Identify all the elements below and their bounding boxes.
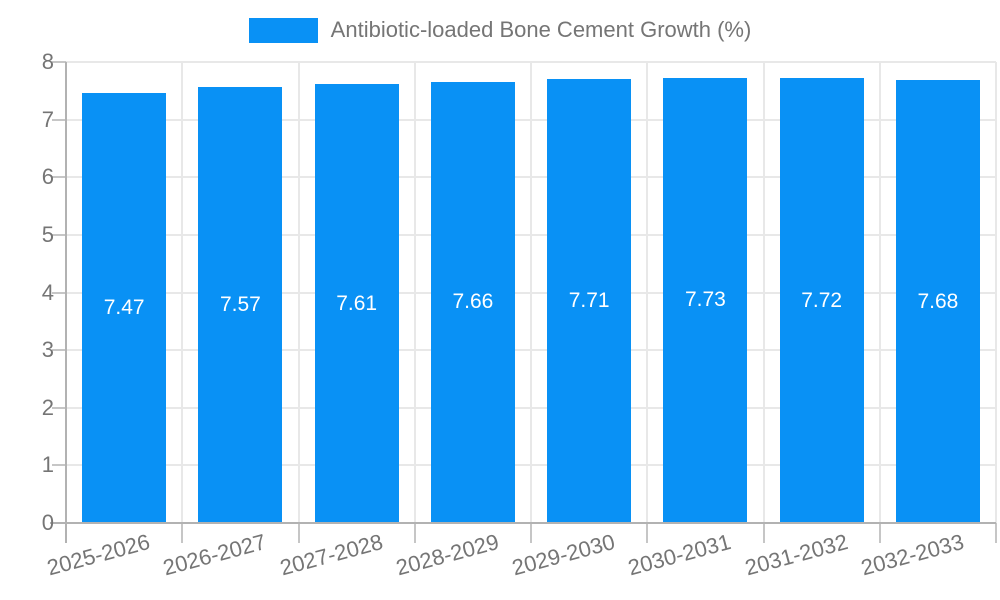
legend-label: Antibiotic-loaded Bone Cement Growth (%) [330,17,752,42]
y-axis-label: 2 [41,394,54,420]
bar-value-label: 7.73 [684,288,726,312]
y-axis-label: 0 [41,510,54,535]
gridline-vertical [181,62,184,523]
y-axis-label: 7 [41,106,54,132]
x-axis-line [50,522,996,524]
gridline-vertical [762,62,765,523]
bar[interactable] [895,80,980,523]
x-axis-tick [878,523,881,543]
bar[interactable] [663,77,748,523]
gridline-vertical [530,62,532,523]
y-axis-label: 3 [41,337,54,363]
bar-value-label: 7.57 [219,292,261,316]
x-axis-tick [995,523,997,543]
bar-value-label: 7.61 [336,291,378,315]
y-axis-tick [52,118,66,121]
y-axis-tick [52,406,66,409]
y-axis-label: 6 [41,164,54,190]
y-axis-label: 8 [41,49,54,74]
y-axis-tick [52,61,66,63]
bar-value-label: 7.71 [568,288,610,312]
bar[interactable] [779,78,864,523]
y-axis-label: 5 [41,221,54,247]
bar[interactable] [198,86,283,523]
y-axis-label: 4 [41,279,54,305]
bar[interactable] [430,81,515,523]
bar-value-label: 7.72 [801,288,843,312]
y-axis-tick [52,233,66,236]
x-axis-tick [762,523,765,543]
x-axis-tick [530,523,532,543]
gridline-vertical [297,62,300,523]
gridline-vertical [413,62,416,523]
x-axis-tick [413,523,416,543]
gridline-vertical [878,62,881,523]
x-axis-tick [646,523,649,543]
y-axis-tick [52,349,66,352]
gridline-vertical [646,62,649,523]
bar-value-label: 7.47 [103,295,145,319]
y-axis-tick [52,464,66,467]
bar[interactable] [314,84,399,523]
x-axis-tick [181,523,184,543]
y-axis-tick [52,176,66,179]
bar[interactable] [82,92,167,523]
x-axis-tick [297,523,300,543]
y-axis-tick [52,291,66,294]
legend-swatch[interactable] [248,17,318,43]
chart-legend[interactable]: Antibiotic-loaded Bone Cement Growth (%) [0,17,1000,43]
bar-value-label: 7.66 [452,290,494,314]
gridline-vertical [995,62,997,523]
bar-value-label: 7.68 [917,289,959,313]
y-axis-label: 1 [41,452,54,478]
bar[interactable] [547,78,632,523]
y-axis-line [65,62,67,543]
